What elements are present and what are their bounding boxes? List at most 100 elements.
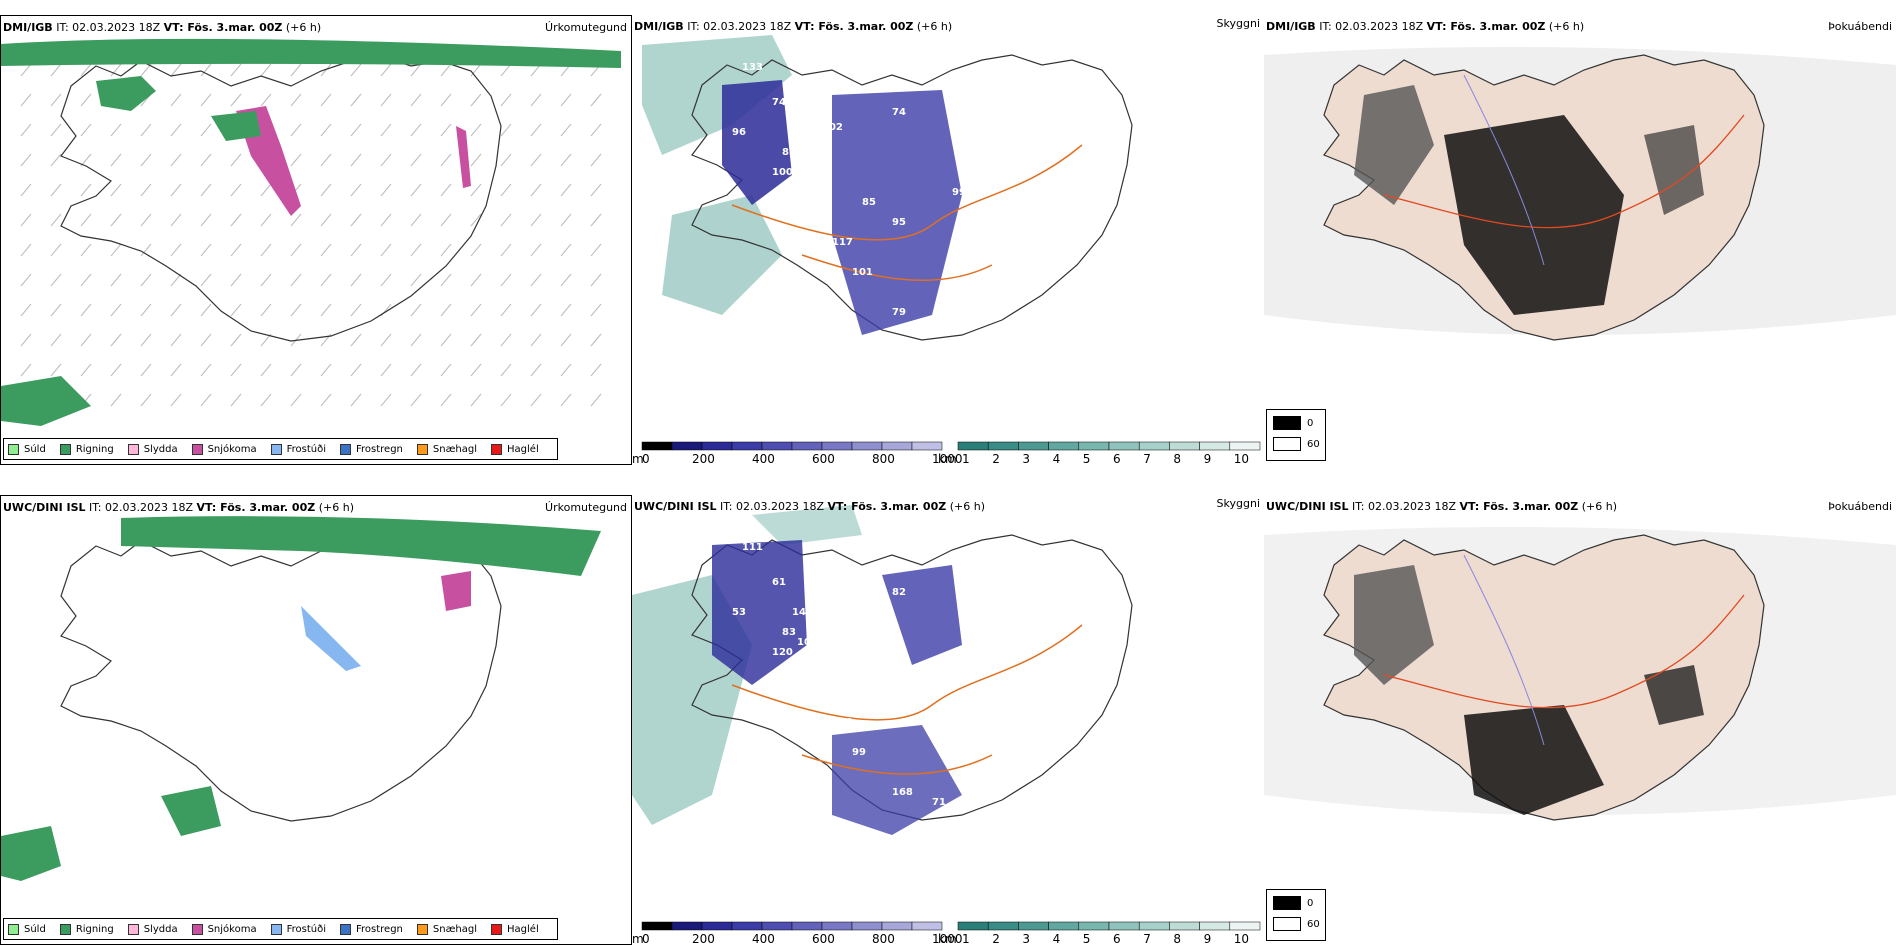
wind-barb xyxy=(380,183,392,197)
legend-item: Haglél xyxy=(491,443,539,455)
wind-barb xyxy=(470,393,482,407)
wind-barb xyxy=(350,63,362,77)
wind-barb xyxy=(410,393,422,407)
visibility-value-label: 85 xyxy=(862,197,876,208)
wind-barb xyxy=(350,213,362,227)
legend-label: Snæhagl xyxy=(432,923,478,935)
wind-barb xyxy=(50,213,62,227)
wind-barb xyxy=(200,273,212,287)
panel-fog-uwc: UWC/DINI ISL IT: 02.03.2023 18Z VT: Fös.… xyxy=(1264,495,1896,945)
panel-precip-type-uwc: UWC/DINI ISL IT: 02.03.2023 18Z VT: Fös.… xyxy=(0,495,632,945)
wind-barb xyxy=(470,63,482,77)
wind-barb xyxy=(20,63,32,77)
wind-barb xyxy=(170,303,182,317)
wind-barb xyxy=(410,93,422,107)
colorbar-km-tick: 9 xyxy=(1204,932,1212,945)
colorbar-km-segment xyxy=(1199,441,1231,451)
wind-barb xyxy=(380,333,392,347)
colorbar-m-segment xyxy=(911,921,943,931)
wind-barb xyxy=(380,63,392,77)
legend-item: Rigning xyxy=(59,443,114,455)
fog-legend: 0 60 xyxy=(1266,889,1326,941)
panel-fog-dmi: DMI/IGB IT: 02.03.2023 18Z VT: Fös. 3.ma… xyxy=(1264,15,1896,465)
legend-label: Súld xyxy=(24,443,46,455)
legend-item: Snjókoma xyxy=(191,443,257,455)
colorbar-m-segment xyxy=(701,921,733,931)
colorbar-m-tick: 400 xyxy=(752,452,775,465)
legend-swatch xyxy=(59,443,71,455)
wind-barb xyxy=(410,363,422,377)
colorbar-km-tick: 3 xyxy=(1022,932,1030,945)
colorbar-m-segment xyxy=(821,441,853,451)
wind-barb xyxy=(140,183,152,197)
iceland-map-precip xyxy=(1,38,621,426)
wind-barb xyxy=(110,333,122,347)
legend-label: Súld xyxy=(24,923,46,935)
wind-barb xyxy=(410,123,422,137)
visibility-value-label: 99 xyxy=(852,747,866,758)
visibility-value-label: 134 xyxy=(862,677,883,688)
wind-barb xyxy=(590,153,602,167)
visibility-value-label: 168 xyxy=(892,787,913,798)
panel-field-label: Skyggni xyxy=(1216,17,1260,30)
wind-barb xyxy=(410,333,422,347)
wind-barb xyxy=(230,243,242,257)
legend-label: Frostregn xyxy=(356,443,403,455)
legend-item: Súld xyxy=(8,443,46,455)
visibility-value-label: 71 xyxy=(782,192,796,203)
wind-barb xyxy=(20,273,32,287)
wind-barb xyxy=(80,273,92,287)
visibility-value-label: 117 xyxy=(832,237,853,248)
wind-barb xyxy=(350,153,362,167)
legend-label: Snæhagl xyxy=(432,443,478,455)
colorbar-km-tick: 9 xyxy=(1204,452,1212,465)
wind-barb xyxy=(290,243,302,257)
legend-label: Slydda xyxy=(143,923,178,935)
wind-barb xyxy=(320,153,332,167)
colorbar-m-segment xyxy=(821,921,853,931)
wind-barb xyxy=(590,243,602,257)
wind-barb xyxy=(560,243,572,257)
colorbar-km-tick: 10 xyxy=(1234,452,1249,465)
legend-item: Slydda xyxy=(127,443,178,455)
wind-barb xyxy=(50,183,62,197)
colorbar-km-tick: 8 xyxy=(1173,932,1181,945)
wind-barb xyxy=(590,363,602,377)
wind-barb xyxy=(350,93,362,107)
wind-barb xyxy=(80,363,92,377)
colorbar-m-segment xyxy=(671,441,703,451)
wind-barb xyxy=(110,63,122,77)
wind-barb xyxy=(560,273,572,287)
wind-barb xyxy=(200,63,212,77)
visibility-colorbar: m 0 200 400 600 800 1000 km 1 2 3 4 5 6 7 8 9 10 xyxy=(632,441,1264,465)
legend-swatch xyxy=(491,923,503,935)
colorbar-m-tick: 0 xyxy=(642,452,650,465)
wind-barb xyxy=(380,243,392,257)
legend-label: Rigning xyxy=(75,923,114,935)
wind-barb xyxy=(440,93,452,107)
wind-barb xyxy=(230,183,242,197)
wind-barb xyxy=(560,303,572,317)
visibility-value-label: 71 xyxy=(932,797,946,808)
colorbar-m-tick: 200 xyxy=(692,932,715,945)
visibility-value-label: 82 xyxy=(892,587,906,598)
colorbar-km-segment xyxy=(1108,921,1140,931)
wind-barb xyxy=(290,393,302,407)
wind-barb xyxy=(320,63,332,77)
wind-barb xyxy=(140,273,152,287)
wind-barb xyxy=(200,243,212,257)
colorbar-km-unit: km xyxy=(938,932,957,945)
colorbar-km-tick: 8 xyxy=(1173,452,1181,465)
iceland-outline xyxy=(60,535,502,822)
legend-item: Frostregn xyxy=(340,443,403,455)
wind-barb xyxy=(260,243,272,257)
visibility-value-label: 59 xyxy=(822,602,836,613)
wind-barb xyxy=(590,273,602,287)
colorbar-m-segment xyxy=(761,441,793,451)
wind-barb xyxy=(290,153,302,167)
legend-swatch xyxy=(59,923,71,935)
legend-swatch xyxy=(8,443,19,455)
wind-barb xyxy=(500,63,512,77)
